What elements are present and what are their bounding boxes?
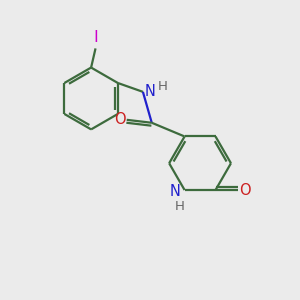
- Text: O: O: [239, 182, 251, 197]
- Text: H: H: [175, 200, 185, 213]
- Text: I: I: [93, 31, 98, 46]
- Text: N: N: [144, 84, 155, 99]
- Text: N: N: [169, 184, 180, 199]
- Text: H: H: [158, 80, 168, 93]
- Text: O: O: [114, 112, 126, 127]
